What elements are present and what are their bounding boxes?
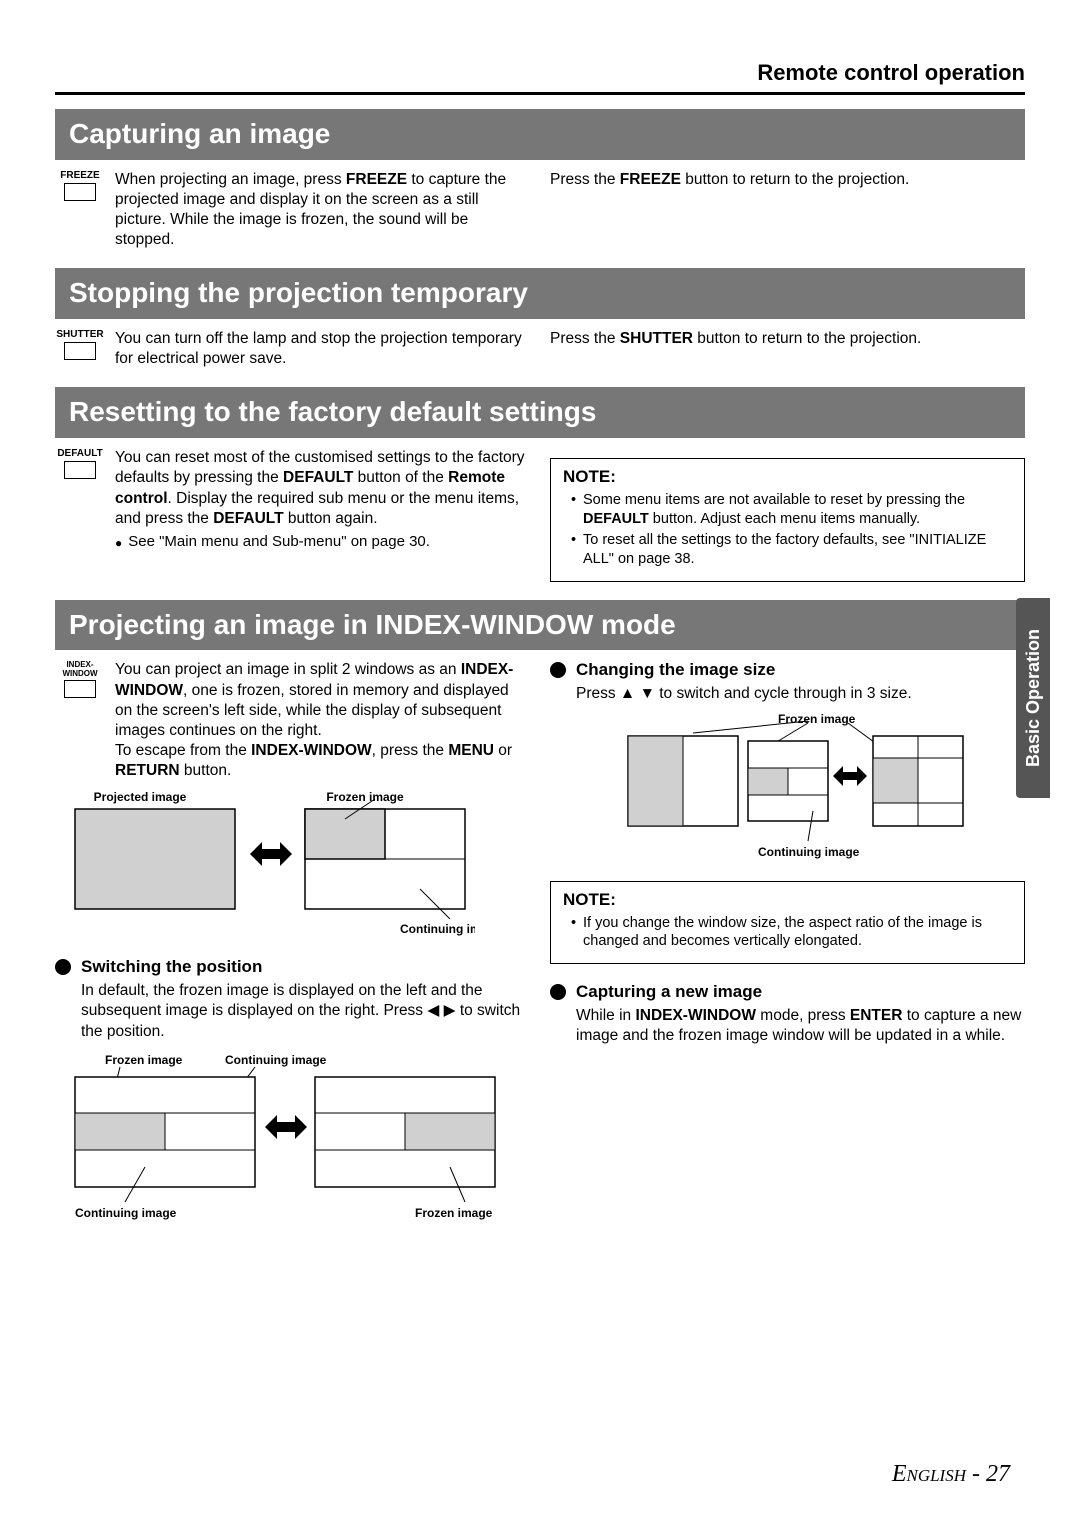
bullet-dot-icon xyxy=(550,984,566,1000)
bullet-dot-icon xyxy=(55,959,71,975)
section2-body: SHUTTER You can turn off the lamp and st… xyxy=(55,329,1025,369)
section3-bullet: See "Main menu and Sub-menu" on page 30. xyxy=(115,533,530,550)
page-footer: English - 27 xyxy=(892,1461,1010,1488)
svg-text:Continuing image: Continuing image xyxy=(225,1053,327,1067)
svg-text:Frozen image: Frozen image xyxy=(415,1206,493,1220)
section3-col1-text: You can reset most of the customised set… xyxy=(115,448,530,529)
section4-body: INDEX-WINDOW You can project an image in… xyxy=(55,660,1025,1226)
note-item: If you change the window size, the aspec… xyxy=(571,914,1012,952)
section1-col1-text: When projecting an image, press FREEZE t… xyxy=(115,170,530,251)
default-button-icon: DEFAULT xyxy=(55,448,105,479)
q3-text: While in INDEX-WINDOW mode, press ENTER … xyxy=(550,1006,1025,1046)
section2-col2-text: Press the SHUTTER button to return to th… xyxy=(550,329,1025,369)
page-header: Remote control operation xyxy=(55,60,1025,95)
section2-col1-text: You can turn off the lamp and stop the p… xyxy=(115,329,530,369)
q-capturing-new-image: Capturing a new image xyxy=(550,982,1025,1002)
note-item: Some menu items are not available to res… xyxy=(571,491,1012,529)
svg-text:Continuing image: Continuing image xyxy=(758,845,860,859)
note-title: NOTE: xyxy=(563,890,1012,910)
section3-note: NOTE: Some menu items are not available … xyxy=(550,458,1025,581)
diagram-projected-frozen: Projected image Frozen image Continuing … xyxy=(55,789,530,939)
svg-text:Frozen image: Frozen image xyxy=(105,1053,183,1067)
section4-note: NOTE: If you change the window size, the… xyxy=(550,881,1025,965)
bullet-dot-icon xyxy=(550,662,566,678)
diagram-image-size: Frozen image xyxy=(550,711,1025,871)
side-tab-basic-operation: Basic Operation xyxy=(1016,598,1050,798)
svg-text:Frozen image: Frozen image xyxy=(326,790,404,804)
section4-col1-text: You can project an image in split 2 wind… xyxy=(115,660,530,781)
svg-text:Continuing image: Continuing image xyxy=(400,922,475,936)
section-resetting-factory: Resetting to the factory default setting… xyxy=(55,387,1025,438)
section-capturing-image: Capturing an image xyxy=(55,109,1025,160)
note-title: NOTE: xyxy=(563,467,1012,487)
svg-text:Continuing image: Continuing image xyxy=(75,1206,177,1220)
page-title: Remote control operation xyxy=(757,60,1025,85)
diagram-switching-position: Frozen image Continuing image xyxy=(55,1052,530,1227)
q-switching-position: Switching the position xyxy=(55,957,530,977)
q-changing-image-size: Changing the image size xyxy=(550,660,1025,680)
svg-text:Frozen image: Frozen image xyxy=(778,712,856,726)
q1-text: In default, the frozen image is displaye… xyxy=(55,981,530,1041)
freeze-button-icon: FREEZE xyxy=(55,170,105,201)
section1-body: FREEZE When projecting an image, press F… xyxy=(55,170,1025,251)
section-index-window: Projecting an image in INDEX-WINDOW mode xyxy=(55,600,1025,651)
section1-col2-text: Press the FREEZE button to return to the… xyxy=(550,170,1025,251)
shutter-button-icon: SHUTTER xyxy=(55,329,105,360)
section3-body: DEFAULT You can reset most of the custom… xyxy=(55,448,1025,581)
index-window-button-icon: INDEX-WINDOW xyxy=(55,660,105,698)
note-item: To reset all the settings to the factory… xyxy=(571,531,1012,569)
q2-text: Press ▲ ▼ to switch and cycle through in… xyxy=(550,684,1025,704)
section-stopping-projection: Stopping the projection temporary xyxy=(55,268,1025,319)
svg-text:Projected image: Projected image xyxy=(94,790,187,804)
